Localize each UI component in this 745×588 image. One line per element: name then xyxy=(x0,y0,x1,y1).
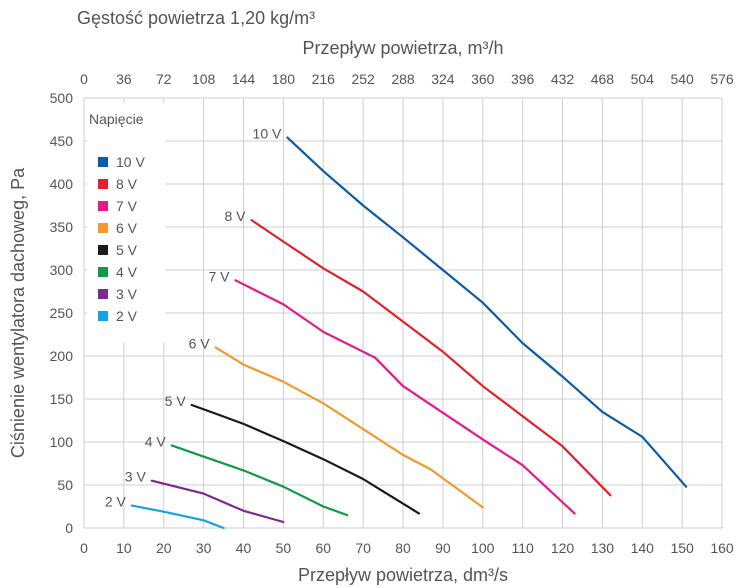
legend-swatch xyxy=(98,201,108,211)
y-tick-label: 350 xyxy=(50,219,74,235)
x2-tick-label: 216 xyxy=(312,71,336,87)
x-tick-label: 30 xyxy=(196,540,212,556)
x2-axis-title: Przepływ powietrza, m³/h xyxy=(302,38,503,58)
series-label: 6 V xyxy=(189,335,211,351)
x-tick-label: 10 xyxy=(116,540,132,556)
x-tick-label: 130 xyxy=(591,540,615,556)
x2-tick-label: 324 xyxy=(431,71,455,87)
x-tick-label: 40 xyxy=(236,540,252,556)
x2-tick-label: 72 xyxy=(156,71,172,87)
y-tick-label: 300 xyxy=(50,262,74,278)
x-tick-label: 110 xyxy=(511,540,534,556)
series-label: 2 V xyxy=(105,494,127,510)
legend-swatch xyxy=(98,245,108,255)
tick-labels: 0 10 20 30 40 50 60 70 80 90 100 110 120 130 140 150 160… xyxy=(50,71,734,556)
x2-tick-label: 288 xyxy=(391,71,415,87)
series-lines: 10 V 8 V 7 V 6 V 5 V 4 V 3 V 2 V xyxy=(105,126,688,530)
series-label: 4 V xyxy=(145,433,167,449)
x2-tick-label: 432 xyxy=(551,71,575,87)
series-label: 5 V xyxy=(165,393,187,409)
air-density-label: Gęstość powietrza 1,20 kg/m³ xyxy=(77,8,315,28)
y-tick-label: 250 xyxy=(50,305,74,321)
x2-tick-label: 504 xyxy=(631,71,655,87)
series-line xyxy=(286,136,688,488)
x2-tick-label: 540 xyxy=(670,71,694,87)
series-line xyxy=(130,504,225,530)
x2-tick-label: 396 xyxy=(511,71,535,87)
x2-tick-label: 252 xyxy=(351,71,375,87)
legend-label: 2 V xyxy=(116,308,138,324)
x-tick-label: 60 xyxy=(315,540,331,556)
x2-tick-label: 468 xyxy=(591,71,615,87)
x2-tick-label: 0 xyxy=(80,71,88,87)
legend: Napięcie 10 V 8 V 7 V 6 V 5 V 4 V 3 V 2 V xyxy=(87,103,165,343)
series-line xyxy=(150,479,285,524)
grid xyxy=(83,97,723,529)
x2-tick-label: 576 xyxy=(710,71,734,87)
x-tick-label: 50 xyxy=(276,540,292,556)
series-line xyxy=(214,346,484,509)
x2-tick-label: 108 xyxy=(192,71,216,87)
x-tick-label: 100 xyxy=(471,540,495,556)
legend-swatch xyxy=(98,157,108,167)
y-tick-label: 450 xyxy=(50,133,74,149)
legend-label: 5 V xyxy=(116,242,138,258)
legend-label: 6 V xyxy=(116,220,138,236)
x-tick-label: 140 xyxy=(631,540,655,556)
y-tick-label: 500 xyxy=(50,90,74,106)
legend-label: 3 V xyxy=(116,286,138,302)
legend-swatch xyxy=(98,311,108,321)
series-line xyxy=(170,444,349,517)
legend-title: Napięcie xyxy=(89,111,144,127)
legend-swatch xyxy=(98,289,108,299)
legend-label: 8 V xyxy=(116,176,138,192)
y-tick-label: 400 xyxy=(50,176,74,192)
legend-swatch xyxy=(98,179,108,189)
x-tick-label: 20 xyxy=(156,540,172,556)
series-label: 7 V xyxy=(209,268,231,284)
x2-tick-label: 36 xyxy=(116,71,132,87)
x-tick-label: 120 xyxy=(551,540,575,556)
series-line xyxy=(234,279,576,515)
x2-tick-label: 360 xyxy=(471,71,495,87)
y-tick-label: 0 xyxy=(65,520,73,536)
x-tick-label: 160 xyxy=(710,540,734,556)
legend-swatch xyxy=(98,223,108,233)
legend-label: 4 V xyxy=(116,264,138,280)
legend-label: 10 V xyxy=(116,154,145,170)
x2-tick-label: 180 xyxy=(272,71,296,87)
x-tick-label: 0 xyxy=(80,540,88,556)
x-tick-label: 70 xyxy=(355,540,371,556)
y-axis-title: Ciśnienie wentylatora dachoweg, Pa xyxy=(8,167,28,458)
series-line xyxy=(250,219,612,497)
y-tick-label: 100 xyxy=(50,434,74,450)
y-tick-label: 150 xyxy=(50,391,74,407)
series-label: 8 V xyxy=(224,208,246,224)
legend-swatch xyxy=(98,267,108,277)
x-axis-title: Przepływ powietrza, dm³/s xyxy=(298,565,508,585)
y-tick-label: 200 xyxy=(50,348,74,364)
series-label: 10 V xyxy=(253,126,282,142)
x2-tick-label: 144 xyxy=(232,71,256,87)
y-tick-label: 50 xyxy=(57,477,73,493)
series-label: 3 V xyxy=(125,469,147,485)
legend-label: 7 V xyxy=(116,198,138,214)
series-line xyxy=(190,403,420,515)
x-tick-label: 150 xyxy=(670,540,694,556)
x-tick-label: 80 xyxy=(395,540,411,556)
x-tick-label: 90 xyxy=(435,540,451,556)
